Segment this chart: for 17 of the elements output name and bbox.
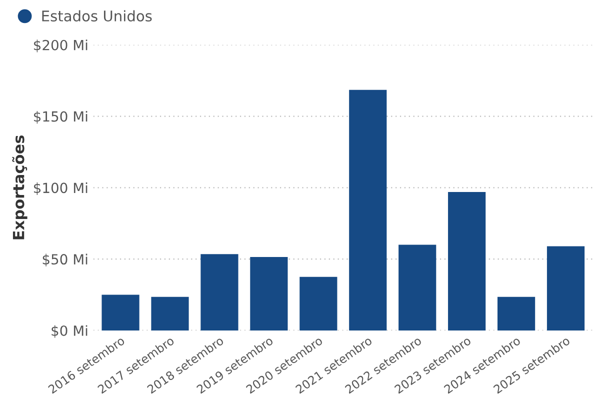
bar <box>250 256 288 330</box>
legend-label: Estados Unidos <box>42 10 152 22</box>
y-tick-label: $150 Mi <box>34 111 88 124</box>
bar <box>349 90 387 330</box>
y-tick-label: $200 Mi <box>34 40 88 52</box>
bar <box>398 244 436 330</box>
bar <box>497 296 536 330</box>
bar <box>300 276 338 330</box>
y-tick-label: $100 Mi <box>34 182 88 195</box>
bar <box>546 246 585 330</box>
y-tick-label: $50 Mi <box>42 254 88 266</box>
bar <box>200 254 238 330</box>
y-tick-label: $0 Mi <box>52 325 88 338</box>
bar <box>448 192 486 330</box>
y-axis-title: Exportações <box>12 135 28 240</box>
bar <box>151 296 189 330</box>
bar <box>102 294 140 330</box>
